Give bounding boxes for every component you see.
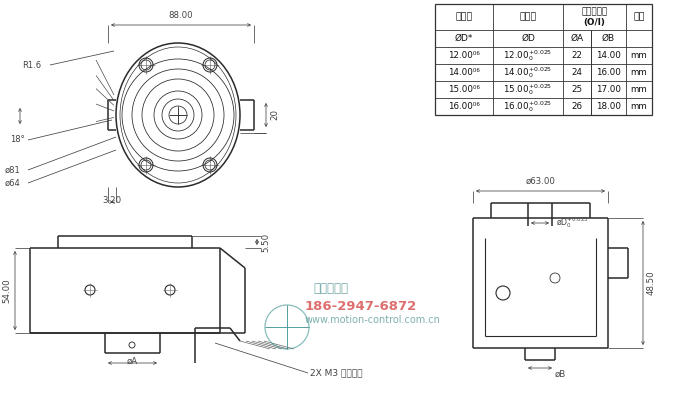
Text: øD$^{+0.025}_{0}$: øD$^{+0.025}_{0}$ bbox=[556, 216, 589, 231]
Text: 15.00⁰⁶: 15.00⁰⁶ bbox=[448, 85, 480, 94]
Text: 西安德佰拓: 西安德佰拓 bbox=[313, 282, 348, 294]
Text: mm: mm bbox=[631, 85, 648, 94]
Text: www.motion-control.com.cn: www.motion-control.com.cn bbox=[305, 315, 441, 325]
Text: 3.20: 3.20 bbox=[102, 196, 122, 205]
Text: 15.00$^{+0.025}_{0}$: 15.00$^{+0.025}_{0}$ bbox=[503, 82, 552, 97]
Text: R1.6: R1.6 bbox=[22, 61, 41, 69]
Text: ØD*: ØD* bbox=[455, 34, 473, 43]
Text: 18.00: 18.00 bbox=[596, 102, 621, 111]
Text: 14.00⁰⁶: 14.00⁰⁶ bbox=[448, 68, 480, 77]
Text: 5.50: 5.50 bbox=[261, 233, 270, 251]
Text: ø81: ø81 bbox=[5, 166, 21, 174]
Text: mm: mm bbox=[631, 68, 648, 77]
Text: 18°: 18° bbox=[10, 136, 25, 144]
Text: mm: mm bbox=[631, 51, 648, 60]
Text: 单位: 单位 bbox=[634, 12, 645, 22]
Text: 空心轴: 空心轴 bbox=[519, 12, 537, 22]
Text: 16.00⁰⁶: 16.00⁰⁶ bbox=[448, 102, 480, 111]
Text: 16.00: 16.00 bbox=[596, 68, 621, 77]
Bar bbox=[435, 4, 652, 115]
Text: 12.00$^{+0.025}_{0}$: 12.00$^{+0.025}_{0}$ bbox=[503, 48, 552, 63]
Text: øB: øB bbox=[554, 370, 566, 379]
Text: 186-2947-6872: 186-2947-6872 bbox=[305, 300, 417, 312]
Text: 12.00⁰⁶: 12.00⁰⁶ bbox=[448, 51, 480, 60]
Text: 夹紧环外径
(O/I): 夹紧环外径 (O/I) bbox=[582, 7, 608, 27]
Text: øA: øA bbox=[127, 357, 138, 366]
Text: 48.50: 48.50 bbox=[647, 271, 656, 295]
Text: 匹配轴: 匹配轴 bbox=[456, 12, 472, 22]
Text: 14.00$^{+0.025}_{0}$: 14.00$^{+0.025}_{0}$ bbox=[503, 65, 552, 80]
Text: ØA: ØA bbox=[570, 34, 584, 43]
Text: 16.00$^{+0.025}_{0}$: 16.00$^{+0.025}_{0}$ bbox=[503, 99, 552, 114]
Text: 17.00: 17.00 bbox=[596, 85, 621, 94]
Text: 20: 20 bbox=[270, 109, 279, 120]
Text: ø64: ø64 bbox=[5, 178, 21, 188]
Text: 54.00: 54.00 bbox=[2, 278, 11, 303]
Text: mm: mm bbox=[631, 102, 648, 111]
Text: 22: 22 bbox=[571, 51, 582, 60]
Text: 26: 26 bbox=[571, 102, 582, 111]
Text: ØD: ØD bbox=[521, 34, 535, 43]
Text: ø63.00: ø63.00 bbox=[526, 177, 555, 186]
Text: ØB: ØB bbox=[602, 34, 615, 43]
Text: 25: 25 bbox=[571, 85, 582, 94]
Text: 88.00: 88.00 bbox=[169, 11, 193, 20]
Text: 14.00: 14.00 bbox=[596, 51, 621, 60]
Text: 2X M3 固定螺钉: 2X M3 固定螺钉 bbox=[310, 368, 363, 377]
Text: 24: 24 bbox=[571, 68, 582, 77]
